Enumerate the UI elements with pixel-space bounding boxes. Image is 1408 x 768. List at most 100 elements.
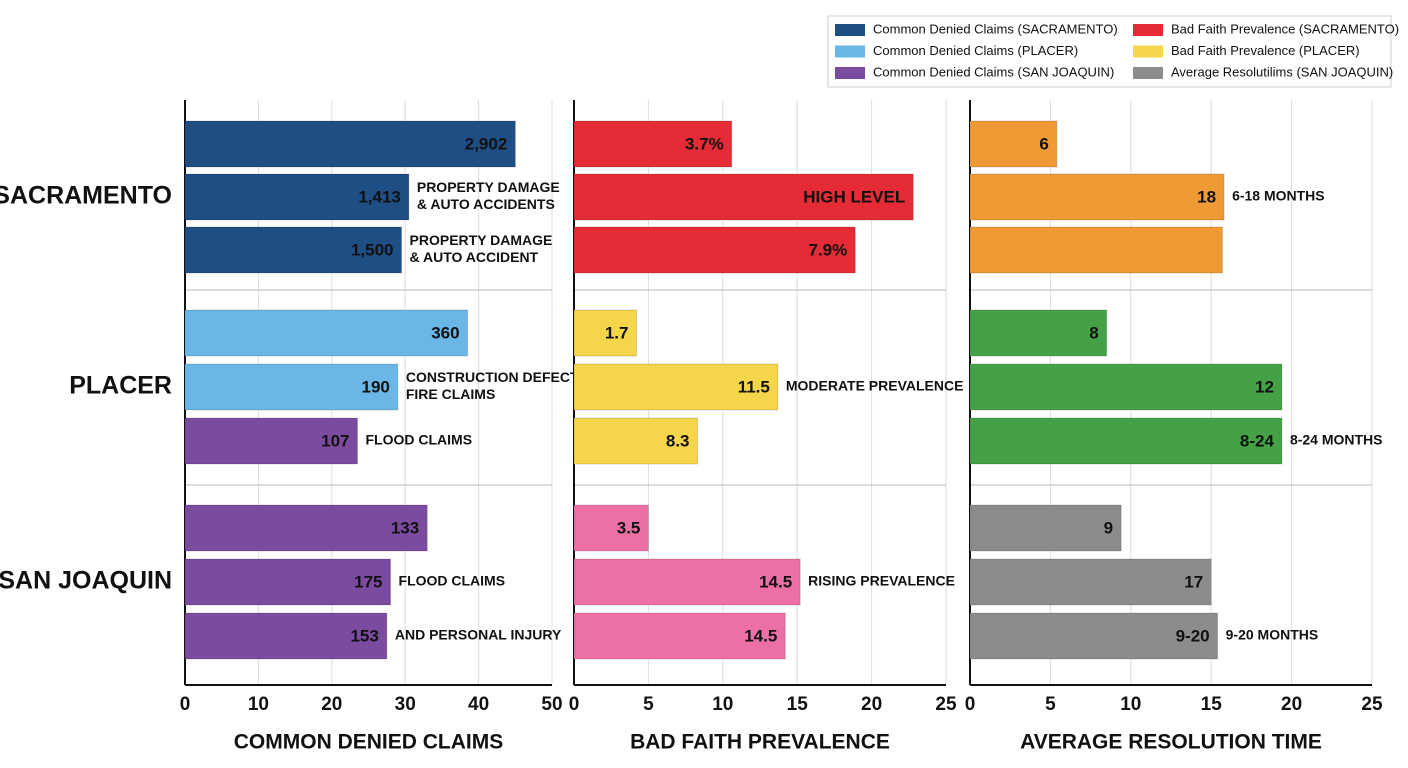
x-tick-label: 25	[1361, 694, 1383, 715]
bar	[573, 504, 649, 552]
bar	[969, 120, 1058, 168]
x-tick-label: 20	[1281, 694, 1302, 715]
x-tick-label: 5	[643, 694, 654, 715]
legend-label: Common Denied Claims (SACRAMENTO)	[873, 21, 1118, 36]
group-label: SAN JOAQUIN	[0, 567, 172, 595]
bar-label: 7.9%	[808, 240, 847, 259]
bar	[969, 173, 1225, 221]
x-tick-label: 0	[569, 694, 580, 715]
bar-label: 8	[1089, 323, 1098, 342]
bar	[969, 309, 1108, 357]
bar-label: 9-20	[1176, 626, 1210, 645]
bar	[184, 417, 358, 465]
bar	[184, 363, 399, 411]
bar	[184, 309, 469, 357]
legend-swatch	[835, 67, 865, 79]
bar	[573, 309, 637, 357]
bar-label: 8-24	[1240, 431, 1275, 450]
x-tick-label: 25	[935, 694, 957, 715]
bar-label: 3.7%	[685, 134, 724, 153]
bar-note: & AUTO ACCIDENT	[410, 249, 539, 265]
bar	[573, 558, 801, 606]
bar-note: PROPERTY DAMAGE	[410, 232, 553, 248]
bar-note: FLOOD CLAIMS	[365, 432, 472, 448]
bar-label: HIGH LEVEL	[803, 187, 905, 206]
bar	[184, 120, 516, 168]
bar	[573, 363, 779, 411]
x-tick-label: 0	[965, 694, 976, 715]
bar-note: FLOOD CLAIMS	[399, 573, 506, 589]
x-tick-label: 15	[787, 694, 809, 715]
axis-title: BAD FAITH PREVALENCE	[630, 731, 890, 754]
bar-label: 3.5	[617, 518, 641, 537]
bar	[969, 226, 1223, 274]
bar	[184, 173, 410, 221]
bar-note: CONSTRUCTION DEFECTS	[406, 369, 588, 385]
bar	[184, 504, 428, 552]
legend-label: Common Denied Claims (SAN JOAQUIN)	[873, 64, 1114, 79]
bar	[969, 363, 1283, 411]
x-tick-label: 15	[1201, 694, 1223, 715]
bar-note: AND PERSONAL INJURY	[395, 627, 562, 643]
x-tick-label: 20	[321, 694, 342, 715]
bar	[969, 558, 1212, 606]
bar-note: MODERATE PREVALENCE	[786, 378, 964, 394]
x-tick-label: 40	[468, 694, 489, 715]
bar-note: 6-18 MONTHS	[1232, 188, 1325, 204]
bar-label: 6	[1039, 134, 1048, 153]
bar	[184, 612, 388, 660]
bar-label: 190	[361, 377, 389, 396]
bar	[573, 173, 914, 221]
bar-label: 175	[354, 572, 382, 591]
legend-label: Common Denied Claims (PLACER)	[873, 43, 1078, 58]
legend-label: Average Resolutilims (SAN JOAQUIN)	[1171, 64, 1393, 79]
bar-label: 8.3	[666, 431, 690, 450]
group-label: PLACER	[69, 372, 172, 400]
bar-label: 14.5	[759, 572, 792, 591]
bar-note: & AUTO ACCIDENTS	[417, 196, 555, 212]
bar-label: 11.5	[738, 377, 770, 396]
bar-note: PROPERTY DAMAGE	[417, 179, 560, 195]
bar	[573, 612, 786, 660]
bar-label: 14.5	[744, 626, 777, 645]
legend-label: Bad Faith Prevalence (PLACER)	[1171, 43, 1360, 58]
bar-label: 12	[1255, 377, 1274, 396]
bar-label: 153	[350, 626, 378, 645]
bar-note: 9-20 MONTHS	[1226, 627, 1319, 643]
legend-swatch	[1133, 45, 1163, 58]
x-tick-label: 50	[541, 694, 562, 715]
x-tick-label: 0	[180, 694, 191, 715]
bar	[969, 504, 1122, 552]
bar	[184, 558, 392, 606]
bar-note: 8-24 MONTHS	[1290, 432, 1383, 448]
bar	[969, 417, 1283, 465]
bar	[573, 120, 733, 168]
bar	[184, 226, 403, 274]
bar-note: RISING PREVALENCE	[808, 573, 955, 589]
x-tick-label: 20	[861, 694, 882, 715]
bar-label: 2,902	[465, 134, 508, 153]
bar-label: 107	[321, 431, 349, 450]
bar-label: 9	[1104, 518, 1113, 537]
bar-label: 1.7	[605, 323, 629, 342]
bar-label: 360	[431, 323, 459, 342]
bar	[573, 417, 699, 465]
x-tick-label: 10	[1120, 694, 1141, 715]
bar-label: 133	[391, 518, 419, 537]
bar	[969, 612, 1219, 660]
legend-swatch	[835, 24, 865, 36]
x-tick-label: 10	[712, 694, 733, 715]
bar	[573, 226, 856, 274]
axis-title: COMMON DENIED CLAIMS	[234, 731, 504, 754]
x-tick-label: 10	[248, 694, 269, 715]
bar-label: 18	[1197, 187, 1216, 206]
axis-title: AVERAGE RESOLUTION TIME	[1020, 731, 1322, 754]
legend-swatch	[1133, 67, 1163, 79]
bar-note: FIRE CLAIMS	[406, 386, 495, 402]
legend-swatch	[1133, 24, 1163, 36]
bar-label: 1,500	[351, 240, 394, 259]
x-tick-label: 5	[1045, 694, 1056, 715]
legend-box	[827, 15, 1392, 88]
bar-label: 17	[1184, 572, 1203, 591]
